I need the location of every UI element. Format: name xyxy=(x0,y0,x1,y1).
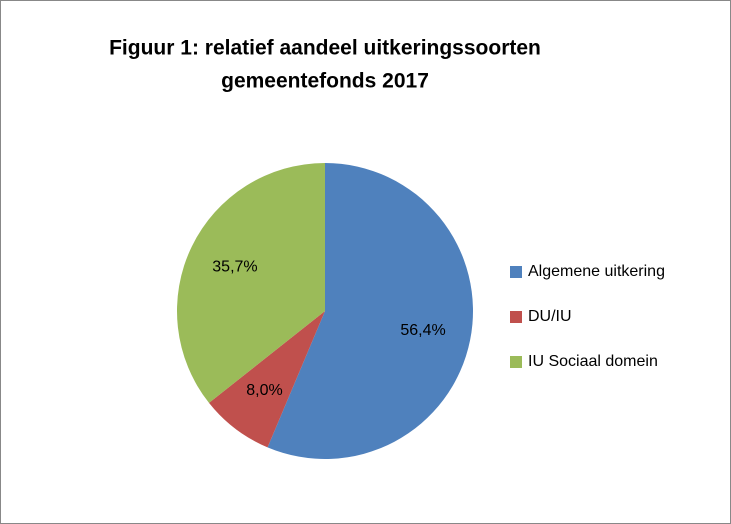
data-label: 35,7% xyxy=(212,259,257,276)
legend-swatch xyxy=(510,311,522,323)
legend-swatch xyxy=(510,266,522,278)
pie-slice xyxy=(176,163,325,403)
legend-label: Algemene uitkering xyxy=(528,263,665,280)
chart-title: gemeentefonds 2017 xyxy=(221,70,429,93)
pie-slice xyxy=(208,311,325,448)
legend-label: IU Sociaal domein xyxy=(528,353,658,370)
pie-slice xyxy=(267,163,473,459)
legend-swatch xyxy=(510,356,522,368)
data-label: 8,0% xyxy=(246,382,282,399)
legend-label: DU/IU xyxy=(528,308,572,325)
chart-title: Figuur 1: relatief aandeel uitkeringssoo… xyxy=(109,37,541,60)
data-label: 56,4% xyxy=(400,322,445,339)
